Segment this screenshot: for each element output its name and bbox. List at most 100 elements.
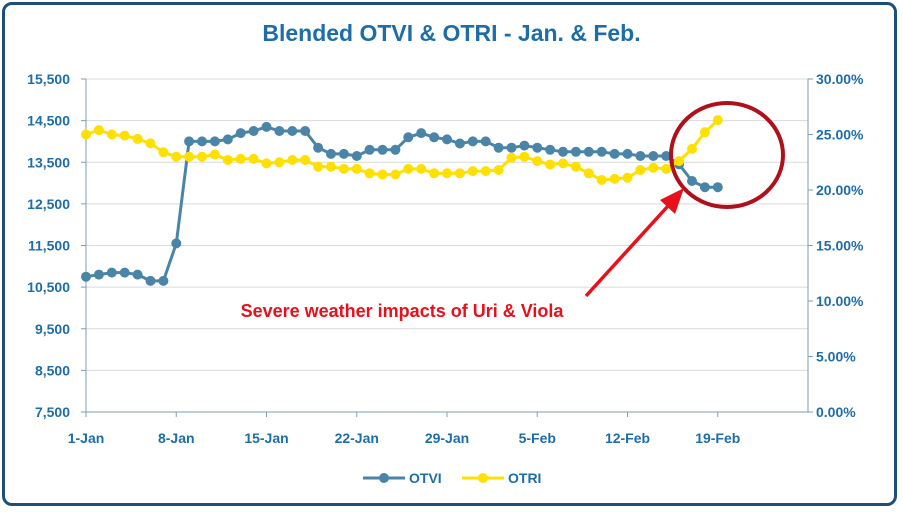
point-otvi bbox=[493, 142, 504, 153]
y-right-tick-label: 25.00% bbox=[816, 127, 864, 143]
point-otri bbox=[532, 156, 543, 167]
y-right-tick-label: 5.00% bbox=[816, 349, 856, 365]
point-otri bbox=[377, 169, 388, 180]
chart-frame bbox=[2, 2, 897, 506]
annotation-layer: Severe weather impacts of Uri & Viola bbox=[241, 101, 785, 321]
point-otvi bbox=[416, 128, 427, 139]
annotation-circle bbox=[669, 101, 785, 209]
y-right-tick-label: 15.00% bbox=[816, 238, 864, 254]
y-left-tick-label: 8,500 bbox=[35, 362, 70, 378]
point-otri bbox=[661, 163, 672, 174]
point-otri bbox=[635, 165, 646, 175]
y-right-tick-label: 0.00% bbox=[816, 404, 856, 420]
point-otvi bbox=[622, 148, 633, 159]
point-otri bbox=[506, 152, 517, 163]
x-tick-label: 29-Jan bbox=[425, 430, 469, 446]
y-left-tick-label: 7,500 bbox=[35, 404, 70, 420]
point-otvi bbox=[609, 148, 620, 159]
point-otri bbox=[106, 129, 117, 140]
point-otvi bbox=[287, 126, 298, 136]
point-otvi bbox=[93, 269, 104, 280]
point-otvi bbox=[699, 182, 710, 193]
point-otri bbox=[248, 153, 259, 164]
point-otvi bbox=[106, 267, 117, 278]
point-otri bbox=[119, 130, 130, 141]
point-otvi bbox=[519, 140, 530, 151]
point-otri bbox=[300, 155, 311, 165]
x-tick-label: 5-Feb bbox=[519, 430, 556, 446]
point-otri bbox=[648, 162, 659, 173]
axes: 7,500 8,500 9,500 10,500 11,500 12,500 13,500 1… bbox=[27, 71, 864, 446]
point-otri bbox=[197, 151, 207, 162]
x-tick-label: 19-Feb bbox=[695, 430, 740, 446]
point-otvi bbox=[480, 136, 491, 147]
point-otri bbox=[222, 155, 233, 165]
y-right-tick-label: 20.00% bbox=[816, 182, 864, 198]
point-otvi bbox=[338, 148, 349, 159]
point-otri bbox=[364, 168, 375, 179]
point-otvi bbox=[248, 126, 259, 136]
y-left-tick-label: 15,500 bbox=[27, 71, 70, 87]
point-otvi bbox=[261, 121, 272, 132]
point-otri bbox=[570, 161, 581, 172]
y-right-tick-label: 10.00% bbox=[816, 293, 864, 309]
x-tick-label: 8-Jan bbox=[158, 430, 195, 446]
point-otvi bbox=[364, 144, 375, 155]
point-otri bbox=[674, 156, 685, 167]
point-otvi bbox=[532, 142, 543, 153]
point-otvi bbox=[635, 151, 646, 161]
y-left-tick-label: 12,500 bbox=[27, 196, 70, 212]
series-layer bbox=[81, 115, 723, 286]
point-otvi bbox=[351, 151, 362, 161]
legend-swatch-marker-otri bbox=[478, 473, 488, 483]
point-otvi bbox=[158, 275, 169, 286]
point-otvi bbox=[132, 269, 143, 280]
point-otvi bbox=[197, 136, 207, 147]
point-otvi bbox=[648, 151, 659, 161]
point-otri bbox=[338, 163, 349, 174]
annotation-arrow-head bbox=[660, 188, 684, 214]
point-otvi bbox=[467, 136, 478, 147]
point-otri bbox=[493, 165, 504, 175]
point-otri bbox=[209, 149, 220, 160]
point-otvi bbox=[377, 144, 388, 155]
point-otri bbox=[287, 155, 298, 165]
annotation-arrow-shaft bbox=[584, 204, 670, 298]
y-left-tick-label: 10,500 bbox=[27, 279, 70, 295]
point-otvi bbox=[300, 126, 311, 136]
point-otri bbox=[519, 151, 530, 162]
point-otvi bbox=[570, 146, 581, 157]
point-otvi bbox=[171, 238, 182, 249]
point-otri bbox=[416, 163, 427, 174]
point-otvi bbox=[326, 148, 336, 159]
point-otri bbox=[158, 147, 169, 158]
legend-swatch-marker-otvi bbox=[379, 473, 389, 483]
point-otri bbox=[81, 129, 91, 140]
point-otvi bbox=[545, 144, 556, 155]
y-left-tick-label: 11,500 bbox=[28, 238, 70, 254]
x-tick-label: 22-Jan bbox=[335, 430, 379, 446]
point-otri bbox=[145, 138, 156, 149]
point-otvi bbox=[442, 134, 452, 145]
legend: OTVI OTRI bbox=[363, 470, 541, 486]
point-otri bbox=[442, 168, 452, 179]
point-otri bbox=[583, 168, 594, 179]
point-otvi bbox=[661, 151, 672, 161]
point-otri bbox=[403, 163, 414, 174]
point-otvi bbox=[506, 142, 517, 153]
point-otvi bbox=[429, 132, 440, 143]
point-otri bbox=[596, 175, 607, 185]
annotation-text: Severe weather impacts of Uri & Viola bbox=[241, 301, 565, 321]
point-otri bbox=[313, 161, 324, 172]
point-otri bbox=[261, 158, 272, 169]
chart-title: Blended OTVI & OTRI - Jan. & Feb. bbox=[262, 20, 641, 46]
point-otri bbox=[184, 151, 195, 162]
point-otri bbox=[429, 168, 440, 179]
point-otvi bbox=[209, 136, 220, 147]
point-otri bbox=[274, 157, 285, 168]
y-left-tick-label: 9,500 bbox=[35, 321, 70, 337]
point-otvi bbox=[687, 176, 697, 186]
point-otvi bbox=[235, 128, 246, 139]
point-otvi bbox=[558, 146, 568, 157]
